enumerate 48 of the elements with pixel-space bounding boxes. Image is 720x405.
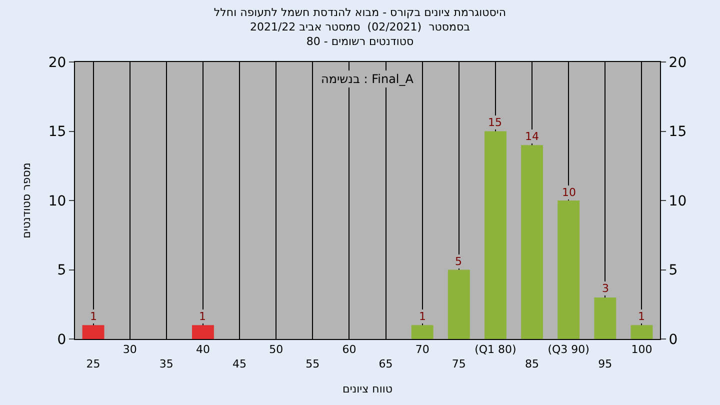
data-label: 1 xyxy=(199,310,206,323)
data-label: 5 xyxy=(455,255,462,268)
x-tick-label: 85 xyxy=(525,358,540,370)
x-tick-label: 75 xyxy=(452,358,466,370)
data-label: 1 xyxy=(419,310,426,323)
x-tick-label: 40 xyxy=(196,343,210,356)
x-tick-label: 50 xyxy=(269,343,284,356)
y-tick-label: 15 xyxy=(48,124,66,140)
x-tick-label: 95 xyxy=(598,358,612,370)
bar xyxy=(594,297,616,339)
bar xyxy=(192,325,214,339)
data-label: 15 xyxy=(488,116,502,129)
y-axis-title: מספר סטודנטים xyxy=(20,162,34,238)
data-label: 10 xyxy=(562,186,576,199)
y-tick-label: 5 xyxy=(57,262,66,279)
y2-tick-label: 15 xyxy=(668,124,687,140)
y2-tick-label: 5 xyxy=(668,262,678,279)
y2-tick-label: 20 xyxy=(668,54,687,71)
x-axis-title: טווח ציונים xyxy=(342,382,392,396)
x-tick-label: (Q1 80) xyxy=(474,343,516,356)
x-tick-label: 35 xyxy=(159,358,174,370)
x-tick-label: 45 xyxy=(232,358,247,370)
x-tick-label: 65 xyxy=(378,358,393,370)
chart-title: היסטוגרמת ציונים בקורס - מבוא להנדסת חשמל לתעופה וחלל בסמסטר (02/2021) סמסטר אביב 2021/22 סטודנטים רשומים - 80 xyxy=(214,6,506,48)
data-label: 3 xyxy=(602,282,609,295)
bar xyxy=(448,270,470,339)
x-tick-label: 25 xyxy=(86,358,100,370)
annotation: בנשימה : Final_A xyxy=(321,72,414,86)
data-label: 14 xyxy=(525,130,539,143)
data-label: 1 xyxy=(90,310,97,323)
y-tick-label: 20 xyxy=(48,54,66,71)
x-tick-label: 30 xyxy=(122,343,137,356)
y-tick-label: 0 xyxy=(57,332,66,348)
x-tick-label: 55 xyxy=(306,358,320,370)
data-label: 1 xyxy=(638,310,645,323)
x-tick-label: 60 xyxy=(342,343,356,356)
bar xyxy=(521,145,543,339)
y-tick-label: 10 xyxy=(48,193,66,210)
bar xyxy=(484,131,506,339)
y2-tick-label: 10 xyxy=(668,193,687,210)
y2-tick-label: 0 xyxy=(668,332,678,348)
bar xyxy=(558,200,580,339)
bar xyxy=(630,325,653,339)
x-tick-label: 70 xyxy=(415,343,430,356)
bar xyxy=(411,325,434,339)
x-tick-label: 100 xyxy=(631,343,652,356)
x-tick-label: (Q3 90) xyxy=(548,343,590,356)
bar xyxy=(82,325,104,339)
